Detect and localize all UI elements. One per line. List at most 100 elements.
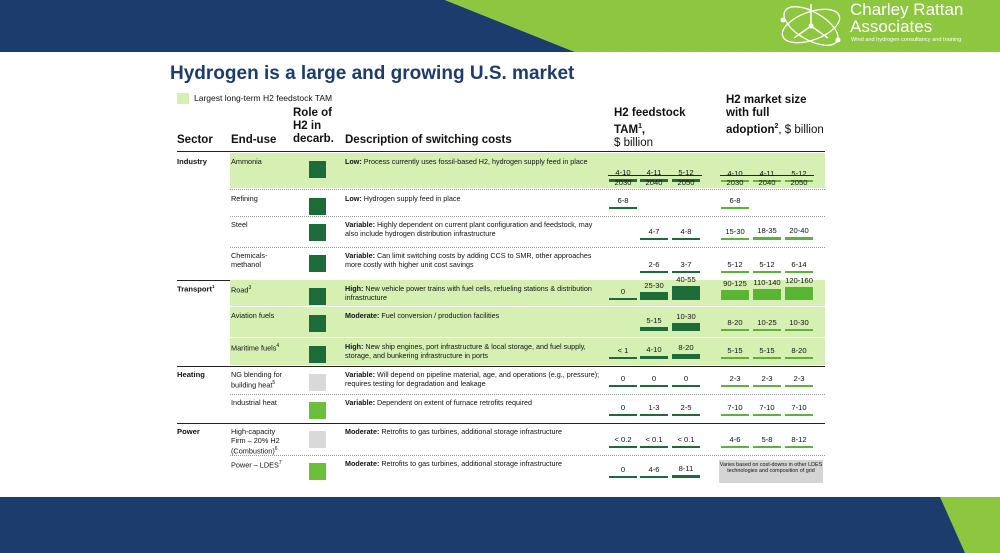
row-highlight xyxy=(230,338,825,365)
enduse-label: Industrial heat xyxy=(231,398,277,407)
market-value: 2-3 xyxy=(761,374,773,383)
market-bar xyxy=(785,180,813,182)
market-value: 8-20 xyxy=(791,346,807,355)
logo-icon xyxy=(780,4,841,46)
tam-bar xyxy=(672,323,700,331)
footnote-marker: 6 xyxy=(274,446,278,452)
row-divider xyxy=(230,247,825,248)
tam-value: 10-30 xyxy=(676,312,696,322)
sector-label: Industry xyxy=(177,157,207,166)
market-value: 5-15 xyxy=(759,346,775,355)
footnote-marker: 1 xyxy=(212,284,215,289)
description-text: High: New ship engines, port infrastruct… xyxy=(345,342,586,361)
market-bar xyxy=(785,271,813,273)
enduse-label: NG blending for building heat5 xyxy=(231,370,283,390)
section-divider xyxy=(177,366,825,367)
market-bar xyxy=(753,414,781,416)
market-bar xyxy=(721,237,749,240)
market-value: 10-25 xyxy=(757,318,777,327)
footnote-marker: 3 xyxy=(248,285,252,291)
tam-value: 4-10 xyxy=(646,345,662,355)
tam-bar xyxy=(609,357,637,359)
description-text: Variable: Highly dependent on current pl… xyxy=(345,220,593,239)
top-banner xyxy=(0,0,1000,52)
row-divider xyxy=(230,455,825,456)
tam-bar xyxy=(640,356,668,359)
market-bar xyxy=(753,446,781,448)
market-bar xyxy=(721,180,749,182)
page-title: Hydrogen is a large and growing U.S. mar… xyxy=(170,63,575,84)
description-bold: Moderate: xyxy=(345,427,380,436)
tam-bar xyxy=(672,385,700,387)
market-value: 6-14 xyxy=(791,260,807,269)
market-bar xyxy=(753,288,781,300)
market-bar xyxy=(785,287,813,300)
tam-bar xyxy=(672,414,700,416)
market-bar xyxy=(753,237,781,240)
role-square xyxy=(309,255,326,272)
sector-label: Heating xyxy=(177,370,205,379)
role-square xyxy=(309,431,326,448)
enduse-label: Maritime fuels4 xyxy=(231,343,280,353)
market-bar xyxy=(753,180,781,182)
description-bold: Variable: xyxy=(345,398,375,407)
market-value: 4-6 xyxy=(729,435,741,444)
market-value: 110-140 xyxy=(753,277,781,287)
enduse-label: Power – LDES7 xyxy=(231,460,282,470)
tam-bar xyxy=(609,385,637,387)
tam-value: 3-7 xyxy=(680,260,692,269)
role-square xyxy=(309,402,326,419)
row-highlight xyxy=(230,153,825,188)
footnote-marker: 4 xyxy=(276,343,280,349)
tam-value: 4-10 xyxy=(615,168,631,178)
tam-value: 40-55 xyxy=(676,275,696,284)
tam-bar xyxy=(609,179,637,182)
description-text: Low: Process currently uses fossil-based… xyxy=(345,157,588,166)
tam-bar xyxy=(672,446,700,448)
tam-bar xyxy=(640,476,668,478)
role-square xyxy=(309,224,326,241)
tam-bar xyxy=(672,271,700,273)
market-value: 8-12 xyxy=(791,435,807,444)
enduse-label: Ammonia xyxy=(231,157,262,166)
market-bar xyxy=(753,271,781,273)
market-bar xyxy=(721,329,749,331)
description-text: High: New vehicle power trains with fuel… xyxy=(345,284,592,303)
header-market: H2 market size with full adoption2, $ bi… xyxy=(726,94,824,136)
role-square xyxy=(309,161,326,178)
legend-swatch xyxy=(177,93,189,104)
enduse-label: Road3 xyxy=(231,285,252,295)
description-text: Moderate: Retrofits to gas turbines, add… xyxy=(345,459,562,468)
header-enduse: End-use xyxy=(231,134,277,146)
tam-value: 0 xyxy=(620,374,626,383)
description-text: Variable: Can limit switching costs by a… xyxy=(345,251,592,270)
role-square xyxy=(309,198,326,215)
tam-value: 2-6 xyxy=(648,260,660,269)
tam-bar xyxy=(640,446,668,448)
tam-value: 6-8 xyxy=(617,195,629,205)
market-bar xyxy=(785,446,813,448)
tam-value: < 0.1 xyxy=(645,435,663,444)
tam-value: 0 xyxy=(620,403,626,412)
market-value: 20-40 xyxy=(789,225,809,235)
footnote-marker: 5 xyxy=(272,380,276,386)
tam-value: 8-20 xyxy=(678,342,694,352)
market-bar xyxy=(785,385,813,387)
tam-value: 5-12 xyxy=(678,167,694,177)
tam-bar xyxy=(609,476,637,478)
legend-label: Largest long-term H2 feedstock TAM xyxy=(194,93,333,103)
year-label: 2040 xyxy=(645,178,663,187)
market-value: 4-10 xyxy=(727,169,743,178)
year-label: 2040 xyxy=(758,178,776,187)
tam-bar xyxy=(640,179,668,182)
tam-bar xyxy=(609,206,637,209)
role-square xyxy=(309,374,326,391)
description-bold: Variable: xyxy=(345,370,375,379)
market-bar xyxy=(785,236,813,240)
year-divider xyxy=(720,175,814,176)
description-text: Moderate: Fuel conversion / production f… xyxy=(345,311,500,320)
market-bar xyxy=(721,446,749,448)
market-bar xyxy=(753,329,781,331)
role-square xyxy=(309,463,326,480)
market-value: 5-15 xyxy=(727,346,743,355)
